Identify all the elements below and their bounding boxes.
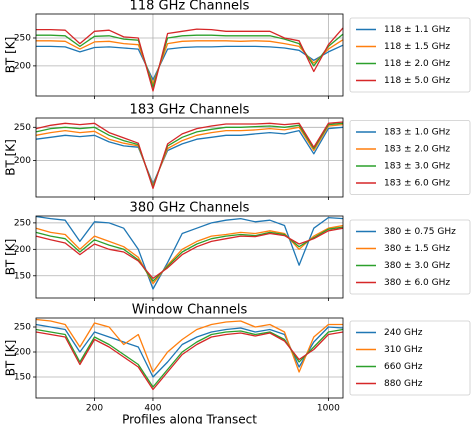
x-axis-label: Profiles along Transect <box>122 413 257 424</box>
legend-label: 183 ± 3.0 GHz <box>384 162 450 172</box>
y-tick-label: 200 <box>14 61 31 71</box>
data-line <box>36 33 344 88</box>
y-tick-label: 250 <box>14 218 31 228</box>
legend-box <box>349 17 471 93</box>
legend-label: 240 GHz <box>384 328 423 338</box>
x-tick-label: 200 <box>86 404 103 414</box>
y-tick-label: 250 <box>14 323 31 333</box>
legend-label: 118 ± 1.5 GHz <box>384 42 450 52</box>
y-tick-label: 150 <box>14 271 31 281</box>
legend-label: 380 ± 3.0 GHz <box>384 261 450 271</box>
legend-label: 380 ± 6.0 GHz <box>384 278 450 288</box>
axes-frame <box>35 317 344 399</box>
x-tick-label: 400 <box>144 404 161 414</box>
data-line <box>36 39 344 85</box>
data-line <box>36 44 344 81</box>
legend-label: 183 ± 2.0 GHz <box>384 145 450 155</box>
y-axis-label: BT [K] <box>4 239 18 276</box>
y-tick-label: 200 <box>14 245 31 255</box>
legend-label: 380 ± 1.5 GHz <box>384 244 450 254</box>
x-tick-label: 1000 <box>317 404 340 414</box>
y-tick-label: 200 <box>14 156 31 166</box>
data-line <box>36 27 344 92</box>
plot-area <box>36 118 343 197</box>
data-line <box>35 122 344 188</box>
legend-label: 183 ± 6.0 GHz <box>384 179 450 189</box>
plot-area <box>36 14 343 96</box>
legend-box <box>349 219 471 295</box>
legend-label: 118 ± 2.0 GHz <box>384 59 450 69</box>
legend-box <box>349 320 471 396</box>
axes-frame <box>35 117 344 198</box>
panel-title: 380 GHz Channels <box>130 201 250 216</box>
legend-label: 310 GHz <box>384 345 423 355</box>
y-axis-label: BT [K] <box>4 37 18 74</box>
y-axis-label: BT [K] <box>4 340 18 377</box>
data-line <box>35 123 344 187</box>
y-axis-label: BT [K] <box>4 139 18 176</box>
y-tick-label: 250 <box>14 33 31 43</box>
plot-area <box>36 318 343 398</box>
plot-area <box>36 216 343 298</box>
axes-frame <box>35 13 344 97</box>
legend-label: 183 ± 1.0 GHz <box>384 128 450 138</box>
legend-label: 118 ± 1.1 GHz <box>384 25 450 35</box>
data-line <box>35 215 344 290</box>
data-line <box>35 331 344 391</box>
data-line <box>35 226 344 282</box>
y-tick-label: 250 <box>14 123 31 133</box>
y-tick-label: 200 <box>14 348 31 358</box>
data-line <box>35 318 343 373</box>
data-line <box>35 126 344 185</box>
y-tick-label: 150 <box>14 373 31 383</box>
data-line <box>35 227 344 280</box>
legend-box <box>349 120 471 195</box>
data-line <box>35 121 344 190</box>
legend-label: 880 GHz <box>384 379 423 389</box>
panel-title: 183 GHz Channels <box>130 103 250 118</box>
legend-label: 118 ± 5.0 GHz <box>384 76 450 86</box>
panel-title: Window Channels <box>132 303 248 318</box>
axes-frame <box>35 215 344 299</box>
panel-title: 118 GHz Channels <box>130 0 250 14</box>
legend-label: 660 GHz <box>384 362 423 372</box>
legend-label: 380 ± 0.75 GHz <box>384 227 456 237</box>
